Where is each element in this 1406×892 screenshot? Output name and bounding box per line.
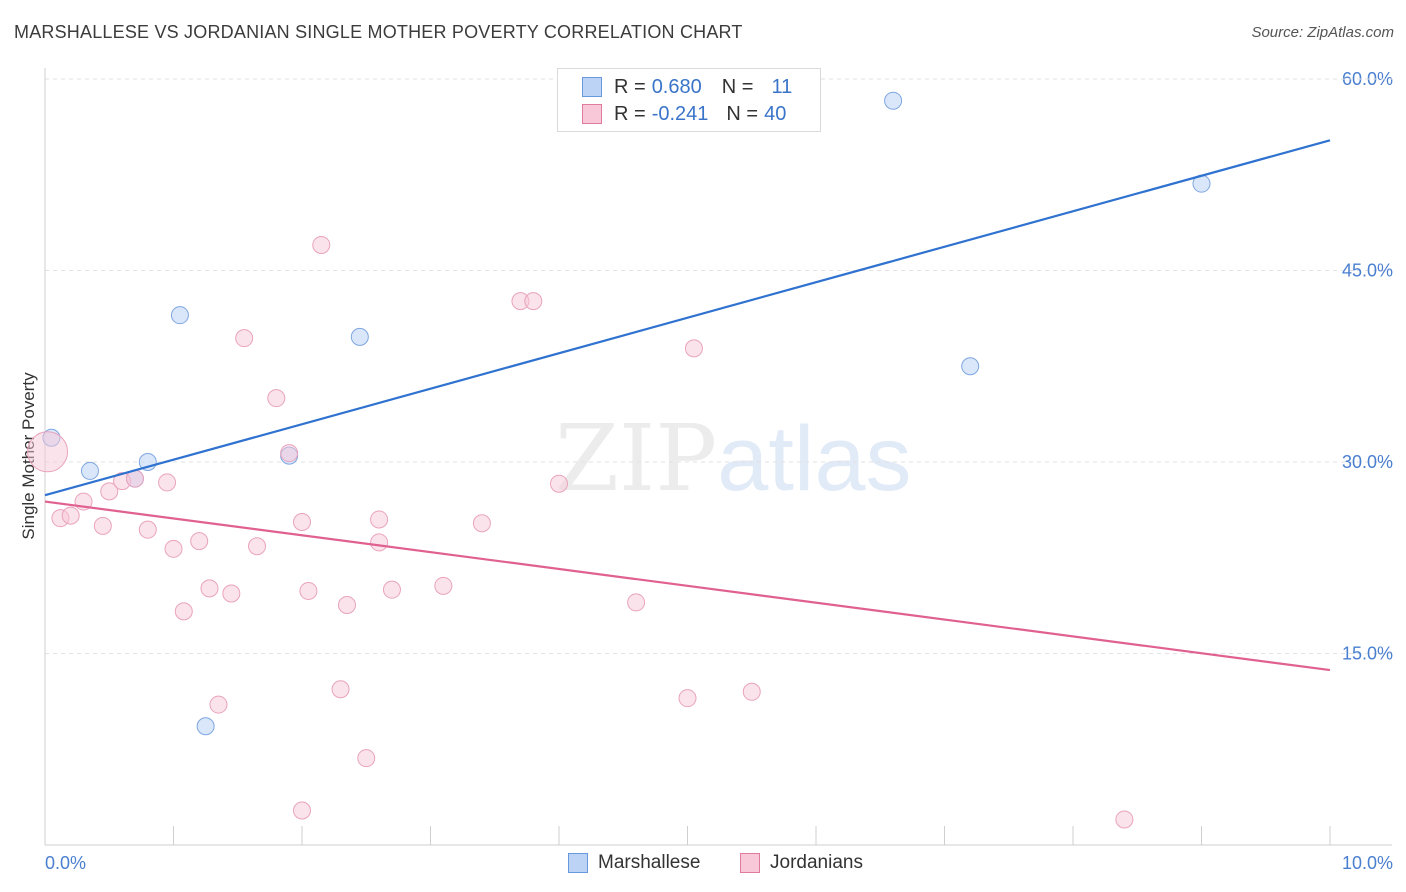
data-point-jordanians bbox=[93, 516, 112, 535]
y-tick-label: 30.0% bbox=[1342, 452, 1393, 472]
data-point-jordanians bbox=[267, 389, 286, 408]
legend-n-label: N = bbox=[726, 102, 759, 125]
watermark-atlas: atlas bbox=[717, 408, 912, 510]
data-point-jordanians bbox=[434, 576, 453, 595]
legend-swatch-marshallese bbox=[582, 77, 602, 97]
data-point-jordanians bbox=[678, 689, 697, 708]
bottom-legend-swatch-jordanians bbox=[740, 853, 760, 873]
legend-swatch-jordanians bbox=[582, 104, 602, 124]
data-point-jordanians bbox=[293, 513, 311, 532]
legend-n-value-marshallese: 11 bbox=[771, 75, 793, 98]
data-point-jordanians bbox=[164, 539, 183, 558]
data-point-jordanians bbox=[222, 584, 241, 603]
data-point-jordanians bbox=[382, 580, 401, 599]
legend-r-label: R = bbox=[614, 75, 646, 98]
data-point-marshallese bbox=[961, 357, 980, 376]
x-tick-label: 10.0% bbox=[1342, 853, 1393, 873]
legend-n-value-jordanians: 40 bbox=[764, 102, 787, 125]
data-point-jordanians bbox=[337, 595, 356, 614]
data-point-marshallese bbox=[170, 306, 189, 325]
data-point-jordanians bbox=[472, 514, 491, 533]
data-point-jordanians bbox=[1115, 810, 1134, 829]
legend-r-label: R = bbox=[614, 102, 646, 125]
data-point-jordanians bbox=[27, 431, 69, 473]
legend-box: R = 0.680 N = 11 R = -0.241 N = 40 bbox=[557, 68, 821, 132]
data-point-jordanians bbox=[248, 537, 267, 556]
data-point-jordanians bbox=[370, 533, 389, 552]
trendline-jordanians bbox=[44, 500, 1331, 672]
data-point-jordanians bbox=[331, 680, 350, 699]
data-point-marshallese bbox=[884, 91, 903, 110]
chart-title: MARSHALLESE VS JORDANIAN SINGLE MOTHER P… bbox=[14, 22, 743, 42]
data-point-marshallese bbox=[80, 461, 99, 480]
data-point-jordanians bbox=[158, 473, 177, 492]
data-point-jordanians bbox=[550, 474, 568, 493]
legend-r-value-marshallese: 0.680 bbox=[651, 75, 702, 98]
data-point-marshallese bbox=[196, 717, 215, 736]
data-point-jordanians bbox=[524, 292, 543, 311]
trendline-marshallese bbox=[44, 139, 1331, 497]
legend-row-jordanians: R = -0.241 N = 40 bbox=[582, 102, 786, 126]
legend-row-marshallese: R = 0.680 N = 11 bbox=[582, 75, 792, 99]
legend-n-label: N = bbox=[721, 75, 754, 98]
data-point-jordanians bbox=[190, 532, 209, 551]
data-point-jordanians bbox=[209, 695, 228, 714]
data-point-jordanians bbox=[299, 581, 318, 600]
data-point-marshallese bbox=[350, 327, 369, 346]
data-point-jordanians bbox=[61, 506, 80, 525]
bottom-legend-marshallese: Marshallese bbox=[568, 852, 700, 874]
y-tick-label: 45.0% bbox=[1342, 261, 1393, 281]
bottom-legend-swatch-marshallese bbox=[568, 853, 588, 873]
data-point-jordanians bbox=[293, 801, 311, 820]
data-point-jordanians bbox=[280, 444, 299, 463]
y-tick-label: 15.0% bbox=[1342, 644, 1393, 664]
data-point-jordanians bbox=[742, 682, 761, 701]
bottom-legend-jordanians: Jordanians bbox=[740, 852, 863, 874]
data-point-jordanians bbox=[200, 579, 219, 598]
data-point-jordanians bbox=[235, 329, 254, 348]
watermark-zip: ZIP bbox=[555, 405, 718, 512]
bottom-legend-label-jordanians: Jordanians bbox=[770, 852, 863, 873]
x-tick-label: 0.0% bbox=[45, 853, 86, 873]
data-point-jordanians bbox=[357, 749, 376, 768]
data-point-jordanians bbox=[684, 339, 703, 358]
source-credit: Source: ZipAtlas.com bbox=[1251, 24, 1394, 41]
legend-r-value-jordanians: -0.241 bbox=[651, 102, 709, 125]
watermark: ZIPatlas bbox=[555, 405, 912, 512]
bottom-legend-label-marshallese: Marshallese bbox=[598, 852, 701, 873]
data-point-jordanians bbox=[370, 510, 389, 529]
data-point-jordanians bbox=[100, 482, 119, 501]
data-point-jordanians bbox=[138, 520, 157, 539]
data-point-jordanians bbox=[312, 235, 331, 254]
data-point-jordanians bbox=[174, 602, 193, 621]
data-point-jordanians bbox=[627, 593, 646, 612]
